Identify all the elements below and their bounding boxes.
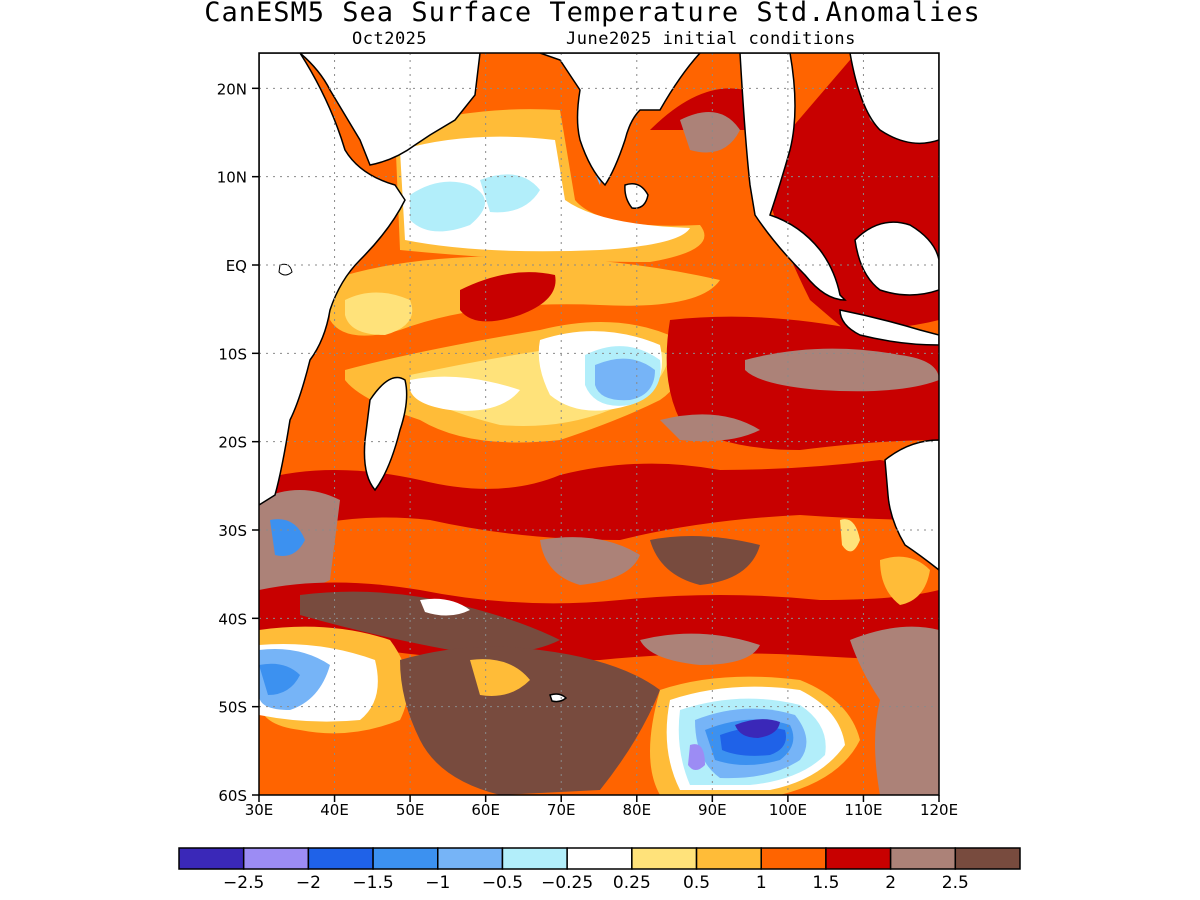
land-kerguelen (549, 693, 568, 703)
land-africa (259, 53, 406, 506)
lat-tick-label: 10S (218, 345, 247, 363)
colorbar-swatch (178, 847, 245, 870)
lat-tick-label: 20N (217, 80, 247, 98)
initial-conditions: June2025 initial conditions (566, 29, 856, 49)
colorbar-swatch (631, 847, 698, 870)
field-sub-red (259, 460, 939, 540)
field-north-lightblue-2 (480, 174, 540, 213)
grid-lines (259, 53, 939, 795)
field-eq-yellow (345, 292, 413, 335)
lon-tick-label: 90E (698, 801, 727, 819)
land-borneo (854, 221, 939, 296)
land-australia (884, 439, 939, 571)
field-sw-blue (259, 663, 300, 695)
colorbar-label: 0.5 (683, 873, 710, 893)
colorbar-label: 1 (756, 873, 767, 893)
colorbar-label: 2.5 (942, 873, 969, 893)
field-east-brown (680, 112, 740, 153)
field-south-darkbrown (300, 591, 560, 654)
map-title: CanESM5 Sea Surface Temperature Std.Anom… (204, 0, 981, 28)
colorbar-label: 0.25 (613, 873, 651, 893)
colorbar-swatch (825, 847, 892, 870)
field-fareast-orange (880, 556, 930, 605)
colorbar-label: 2 (885, 873, 896, 893)
field-sub-brown-2 (540, 537, 640, 585)
field-se-lavender (688, 744, 705, 770)
lat-tick-label: 50S (218, 699, 247, 717)
lat-tick-label: 10N (217, 169, 247, 187)
longitude-axis: 30E 40E 50E 60E 70E 80E 90E 100E 110E 120E (245, 795, 958, 819)
field-sub-blue (270, 519, 305, 556)
field-south-white (420, 598, 470, 616)
colorbar-swatch (372, 847, 439, 870)
land-madagascar (363, 376, 408, 492)
lon-tick-label: 120E (920, 801, 958, 819)
colorbar-label: −2 (296, 873, 321, 893)
field-central-blue (595, 358, 655, 401)
colorbar-label: −0.25 (541, 873, 593, 893)
colorbar-label: −1.5 (352, 873, 393, 893)
lat-tick-label: 40S (218, 610, 247, 628)
lon-tick-label: 50E (396, 801, 425, 819)
land-india (539, 53, 702, 187)
latitude-axis: 20N 10N EQ 10S 20S 30S 40S 50S 60S (217, 80, 259, 805)
field-south-brown (640, 633, 760, 665)
lat-tick-label: 30S (218, 522, 247, 540)
field-east-trop-brown-2 (660, 414, 760, 442)
field-eq-red (460, 272, 556, 322)
lon-tick-label: 40E (320, 801, 349, 819)
colorbar-swatch (566, 847, 633, 870)
colorbar-label: −0.5 (482, 873, 523, 893)
field-fareast-brown (850, 626, 939, 795)
land-sri-lanka (624, 183, 649, 209)
field-central-white-2 (410, 376, 520, 411)
field-south-blob (400, 646, 660, 795)
field-sub-darkbrown (650, 536, 760, 585)
lat-tick-label: EQ (226, 257, 247, 275)
colorbar-label: 1.5 (812, 873, 839, 893)
colorbar-swatch (437, 847, 504, 870)
colorbar-swatch (889, 847, 957, 870)
land-java (839, 309, 939, 346)
colorbar: −2.5 −2 −1.5 −1 −0.5 −0.25 0.25 0.5 1 1.5 2 2.5 (178, 847, 1021, 893)
plot-frame (258, 52, 940, 796)
field-north-lightblue (410, 181, 485, 232)
lat-tick-label: 60S (218, 787, 247, 805)
lon-tick-label: 100E (769, 801, 807, 819)
lon-tick-label: 80E (622, 801, 651, 819)
colorbar-swatch (695, 847, 762, 870)
land-indochina (739, 53, 847, 301)
field-se-purple (735, 719, 780, 738)
field-east-trop-brown (745, 348, 939, 392)
colorbar-swatch (501, 847, 568, 870)
lon-tick-label: 30E (245, 801, 274, 819)
land-china (849, 53, 939, 145)
lon-tick-label: 110E (844, 801, 882, 819)
land-island (278, 263, 293, 276)
field-fareast-yellow (840, 519, 860, 552)
colorbar-label: −2.5 (223, 873, 264, 893)
colorbar-swatch (307, 847, 374, 870)
land (259, 53, 939, 703)
lon-tick-label: 60E (471, 801, 500, 819)
land-arabia (259, 53, 481, 166)
colorbar-swatch (760, 847, 827, 870)
forecast-month: Oct2025 (352, 29, 428, 49)
lat-tick-label: 20S (218, 434, 247, 452)
colorbar-swatch (242, 847, 310, 870)
field-south-blob-orange (470, 659, 530, 696)
colorbar-label: −1 (425, 873, 450, 893)
lon-tick-label: 70E (547, 801, 576, 819)
colorbar-swatch (954, 847, 1021, 870)
